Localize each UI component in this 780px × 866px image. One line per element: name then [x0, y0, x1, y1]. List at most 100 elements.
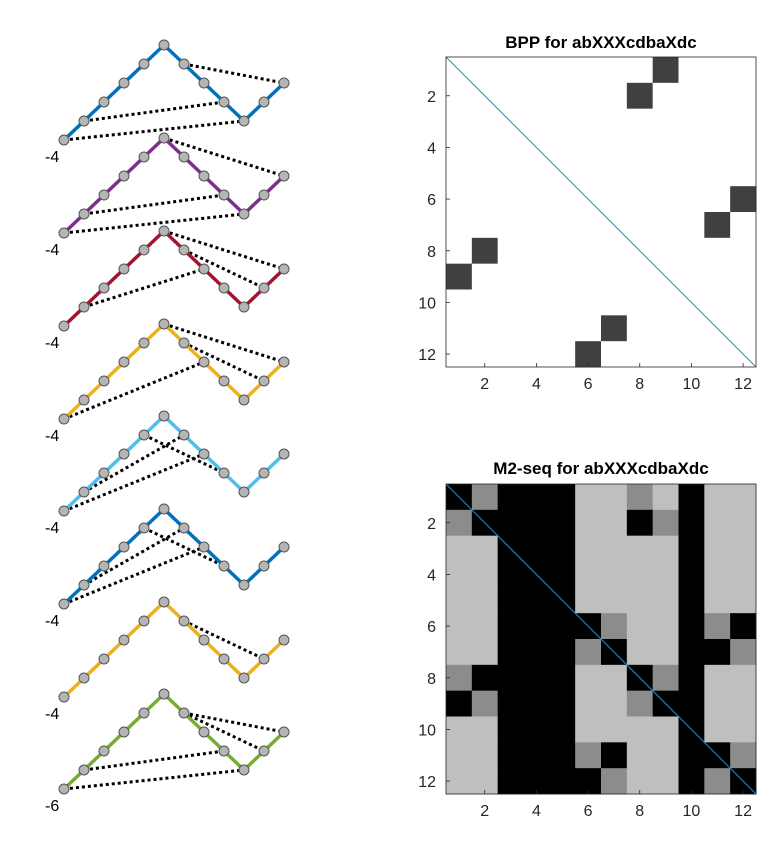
heatmap-cell [601, 613, 628, 640]
x-tick-label: 6 [584, 803, 593, 820]
structure-node [238, 208, 250, 220]
heatmap-cell [678, 134, 705, 161]
pair-line [143, 526, 225, 568]
heatmap-cell [704, 82, 731, 110]
heatmap-cell [601, 108, 628, 135]
x-tick-label: 6 [584, 376, 593, 393]
heatmap-cell [446, 768, 473, 795]
x-tick-label: 2 [480, 376, 489, 393]
structure-node [78, 208, 90, 220]
heatmap-cell [497, 186, 524, 213]
heatmap-cell [601, 690, 628, 717]
heatmap-cell [601, 315, 628, 342]
structure-diagram: -4 [45, 503, 290, 630]
heatmap-cell [471, 587, 499, 614]
heatmap-cell [601, 263, 628, 290]
heatmap-cell [601, 186, 628, 213]
structure-diagram: -4 [45, 596, 290, 723]
heatmap-cell [549, 613, 576, 640]
structure-node [98, 375, 110, 387]
heatmap-cell [446, 212, 473, 239]
structure-node [158, 596, 170, 608]
heatmap-cell [652, 341, 679, 368]
x-tick-label: 8 [635, 803, 644, 820]
heatmap-cell [471, 484, 499, 511]
heatmap-cell [446, 716, 473, 743]
heatmap-cell [730, 57, 757, 84]
axes-frame [445, 483, 757, 795]
heatmap-cell [446, 237, 473, 265]
heatmap-cell [704, 341, 731, 368]
pair-line [83, 433, 185, 494]
heatmap-cell [652, 315, 679, 342]
heatmap-cell [549, 484, 576, 511]
structure-node [198, 263, 210, 275]
heatmap-cell [497, 768, 524, 795]
m2seq-heatmap: M2-seq for abXXXcdbaXdc 2 4 6 8 10 12 2 4 6 8 10 12 [418, 459, 757, 820]
structure-node [198, 356, 210, 368]
heatmap-cell [626, 716, 654, 743]
heatmap-cell [549, 237, 576, 265]
heatmap-cell [730, 535, 757, 562]
heatmap-cell [523, 535, 550, 562]
structure-node [58, 783, 70, 795]
heatmap-cell [626, 561, 654, 588]
heatmap-cell [652, 613, 679, 640]
structure-node [118, 170, 130, 182]
heatmap-cell [446, 561, 473, 588]
heatmap-cell [575, 212, 602, 239]
heatmap-cell [626, 134, 654, 161]
structure-score-label: -4 [45, 335, 59, 352]
structure-node [178, 522, 190, 534]
heatmap-cell [497, 587, 524, 614]
pair-line [163, 322, 285, 364]
heatmap-cell [626, 509, 654, 537]
pair-line [143, 433, 225, 475]
backbone-line [62, 228, 286, 328]
structure-node [158, 39, 170, 51]
heatmap-cell [678, 535, 705, 562]
structure-node [138, 707, 150, 719]
heatmap-cell [730, 742, 757, 769]
x-tick-label: 2 [480, 803, 489, 820]
structure-node [258, 560, 270, 572]
heatmap-cell [471, 690, 499, 717]
structure-node [218, 653, 230, 665]
heatmap-cell [497, 237, 524, 265]
y-tick-label: 8 [427, 244, 436, 261]
heatmap-cell [523, 639, 550, 666]
structure-node [78, 672, 90, 684]
structure-node [198, 77, 210, 89]
structure-score-label: -4 [45, 149, 59, 166]
heatmap-cell [497, 315, 524, 342]
heatmap-cell [652, 535, 679, 562]
heatmap-cell [523, 186, 550, 213]
heatmap-cell [446, 263, 473, 290]
structure-node [118, 634, 130, 646]
heatmap-cell [652, 509, 679, 537]
structure-node [118, 541, 130, 553]
heatmap-cell [704, 768, 731, 795]
pair-line [183, 248, 265, 290]
structure-node [278, 77, 290, 89]
heatmap-cell [549, 716, 576, 743]
pair-line [63, 212, 245, 235]
heatmap-cell [678, 108, 705, 135]
pair-line [63, 545, 205, 606]
heatmap-cell [471, 186, 499, 213]
heatmap-cell [575, 716, 602, 743]
heatmap-cell [446, 587, 473, 614]
structure-node [118, 356, 130, 368]
heatmap-cell [730, 82, 757, 110]
structure-node [98, 467, 110, 479]
heatmap-cell [601, 484, 628, 511]
structure-node [238, 394, 250, 406]
structure-node [98, 189, 110, 201]
heatmap-cell [678, 263, 705, 290]
pair-line [63, 768, 245, 791]
heatmap-cell [678, 587, 705, 614]
structure-node [78, 579, 90, 591]
heatmap-cell [446, 509, 473, 537]
structure-node [278, 541, 290, 553]
bpp-title: BPP for abXXXcdbaXdc [505, 33, 696, 52]
